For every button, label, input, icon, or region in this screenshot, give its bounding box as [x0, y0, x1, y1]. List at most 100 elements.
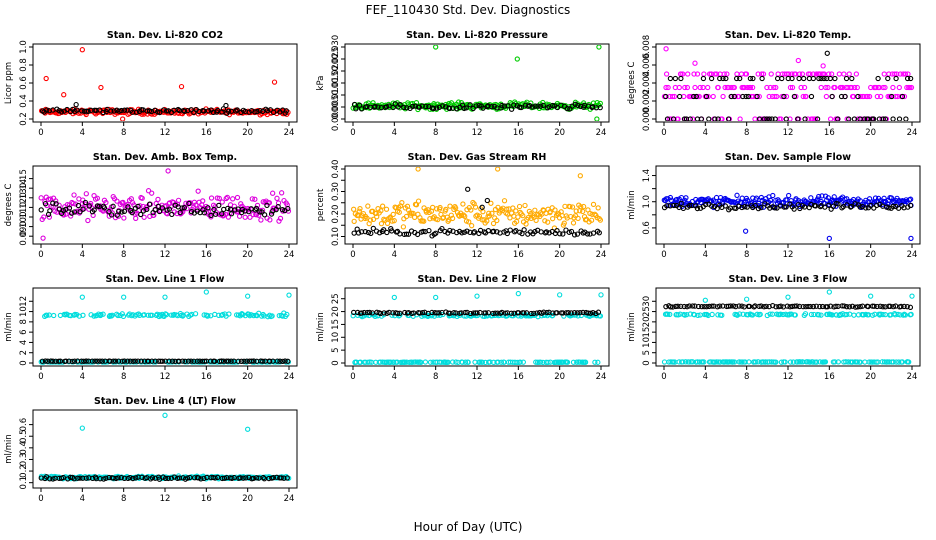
data-point [166, 358, 172, 364]
data-points [350, 290, 604, 365]
y-axis-label: ml/min [316, 312, 326, 342]
data-point [138, 211, 144, 218]
data-point [502, 310, 509, 316]
x-tick-label: 20 [554, 250, 565, 260]
data-point [429, 309, 435, 316]
data-point [759, 75, 765, 82]
data-point [773, 84, 779, 91]
data-point [697, 84, 703, 91]
x-tick-label: 8 [433, 250, 438, 260]
data-point [772, 116, 778, 121]
data-point [816, 312, 822, 318]
data-point [713, 71, 720, 77]
data-point [99, 358, 105, 364]
data-point [449, 359, 456, 365]
data-point [814, 116, 821, 121]
data-point [593, 310, 599, 317]
data-point [674, 196, 680, 203]
data-point [570, 220, 577, 226]
data-point [518, 104, 524, 111]
data-point [852, 84, 858, 91]
data-point [235, 358, 241, 364]
data-point [42, 201, 49, 207]
y-axis-label: degrees C [627, 62, 637, 105]
data-point [195, 475, 202, 481]
data-point [577, 173, 583, 179]
data-point [411, 310, 417, 316]
data-point [720, 75, 726, 82]
x-tick-label: 20 [554, 372, 565, 382]
x-tick-label: 12 [160, 250, 171, 260]
data-point [901, 303, 907, 310]
data-point [464, 228, 470, 234]
data-point [237, 475, 243, 481]
data-point [181, 205, 187, 211]
data-point [168, 312, 174, 318]
data-point [595, 205, 601, 211]
data-point [156, 208, 163, 215]
data-point [681, 116, 688, 121]
data-point [433, 45, 439, 50]
data-point [741, 84, 748, 91]
data-point [284, 311, 290, 318]
data-point [580, 309, 586, 316]
data-point [488, 103, 495, 110]
y-tick-label: 25 [642, 306, 652, 317]
data-point [471, 229, 478, 235]
data-point [557, 231, 563, 237]
data-point [285, 205, 291, 212]
data-point [486, 210, 492, 216]
data-point [233, 108, 239, 114]
data-point [665, 311, 671, 317]
data-point [208, 212, 214, 219]
data-point [846, 71, 852, 77]
data-point [849, 303, 856, 309]
data-point [119, 209, 125, 215]
data-point [522, 202, 528, 209]
data-point [261, 212, 268, 218]
data-point [696, 93, 702, 100]
data-point [819, 193, 825, 199]
data-point [671, 202, 677, 209]
data-point [890, 116, 896, 121]
data-point [118, 474, 124, 481]
data-point [466, 219, 472, 225]
data-point [880, 304, 886, 310]
data-point [754, 93, 760, 100]
data-point [219, 211, 225, 217]
data-point [267, 358, 273, 364]
data-point [545, 219, 551, 225]
data-point [495, 359, 501, 365]
x-tick-label: 16 [201, 250, 212, 260]
data-point [771, 84, 777, 91]
data-point [873, 84, 879, 91]
data-point [397, 102, 403, 108]
data-point [111, 108, 117, 114]
data-point [833, 303, 839, 309]
data-point [902, 312, 909, 318]
data-point [376, 230, 383, 236]
data-point [401, 104, 407, 111]
data-point [794, 303, 800, 309]
data-points [38, 168, 292, 241]
data-point [895, 311, 901, 318]
x-tick-label: 12 [160, 372, 171, 382]
data-point [443, 206, 449, 213]
data-point [805, 303, 811, 310]
data-point [244, 358, 250, 364]
data-point [693, 203, 699, 209]
data-point [205, 313, 211, 319]
data-point [590, 230, 597, 236]
data-point [231, 474, 237, 481]
data-point [79, 425, 85, 431]
data-point [715, 84, 721, 91]
data-point [880, 311, 886, 318]
data-point [783, 116, 789, 121]
data-point [394, 310, 401, 316]
y-tick-label: 0.6 [19, 418, 29, 432]
data-point [575, 102, 581, 108]
data-point [495, 167, 501, 172]
data-point [121, 294, 127, 300]
data-point [260, 358, 266, 364]
